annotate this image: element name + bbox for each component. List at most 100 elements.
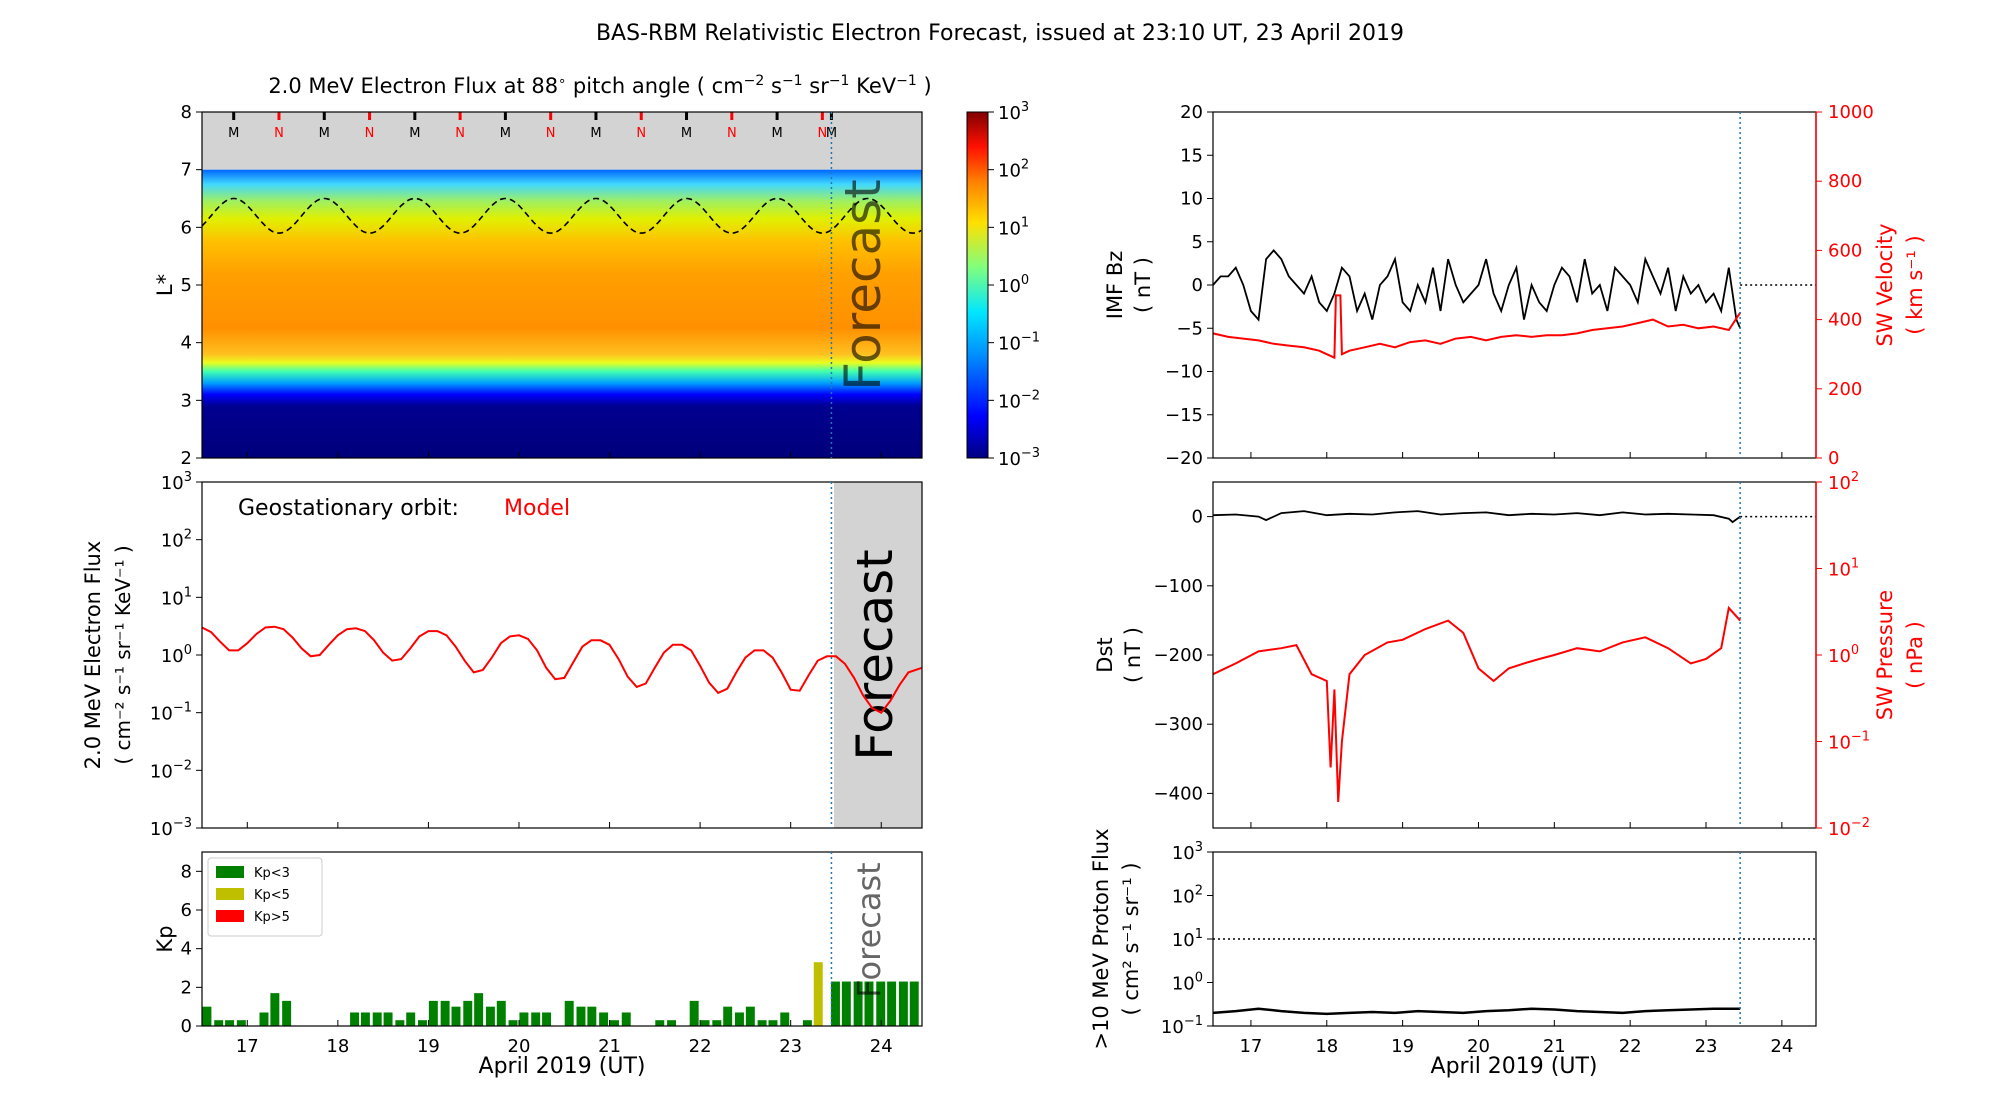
x-tick-label: 20 (1467, 1036, 1490, 1057)
colorbar-tick-label: 10−3 (998, 446, 1040, 470)
x-tick-label: 19 (417, 1036, 440, 1057)
kp-bar (372, 1012, 382, 1026)
right-y-tick-label: 101 (1828, 557, 1859, 581)
kp-bar (734, 1012, 744, 1026)
kp-bar (768, 1020, 778, 1026)
y-tick-label: 6 (181, 900, 192, 921)
model-flux-line (201, 625, 923, 714)
mlt-label: N (727, 126, 737, 141)
right-y-tick-label: 10−1 (1828, 730, 1870, 754)
colorbar-tick-label: 102 (998, 158, 1029, 182)
mlt-label: M (228, 126, 239, 141)
kp-bar (802, 1020, 812, 1026)
geoflux-series (201, 625, 923, 714)
kp-legend-label: Kp<3 (254, 866, 290, 881)
kp-bar (887, 981, 897, 1026)
kp-bar (440, 1000, 450, 1026)
geoflux-forecast-label: Forecast (846, 549, 904, 761)
y-tick-label: 5 (1192, 232, 1203, 253)
kp-bar (898, 981, 908, 1026)
lstar-y-label: L* (153, 274, 177, 296)
mlt-label: M (590, 126, 601, 141)
y-tick-label: 103 (161, 470, 192, 494)
kp-legend-swatch (216, 888, 244, 900)
kp-bar (428, 1000, 438, 1026)
y-tick-label: 10−1 (1161, 1014, 1203, 1038)
mlt-label: M (319, 126, 330, 141)
x-tick-label: 17 (1239, 1036, 1262, 1057)
kp-bar (745, 1006, 755, 1026)
right-y-tick-label: 600 (1828, 240, 1862, 261)
dst-line (1212, 510, 1741, 524)
colorbar-ticks: 103 102 101 100 10−1 10−2 10−3 (988, 100, 1040, 470)
kp-bar (508, 1020, 518, 1026)
y-tick-label: 100 (161, 643, 192, 667)
kp-legend-label: Kp<5 (254, 888, 290, 903)
right-y-tick-label: 1000 (1828, 102, 1874, 123)
dst-series (1212, 510, 1816, 803)
geoflux-legend-text: Geostationary orbit: (238, 496, 459, 521)
imf-y-label: IMF Bz (1103, 251, 1127, 320)
geoflux-legend-model: Model (504, 496, 570, 521)
lstar-title-part: −2 (744, 73, 765, 89)
y-tick-label: 4 (181, 939, 192, 960)
kp-bar (610, 1020, 619, 1026)
x-tick-label: 21 (1543, 1036, 1566, 1057)
lstar-title-part: KeV (849, 74, 896, 98)
x-tick-label: 23 (1695, 1036, 1718, 1057)
y-tick-label: 103 (1172, 840, 1203, 864)
y-tick-label: 15 (1180, 145, 1203, 166)
x-tick-label: 20 (508, 1036, 531, 1057)
kp-bar (542, 1012, 552, 1026)
y-tick-label: 8 (181, 861, 192, 882)
dst-panel: −400 −300 −200 −100 0 10−2 10−1 100 101 102 Dst (… (1093, 470, 1927, 840)
lstar-heatmap (202, 169, 922, 458)
y-tick-label: 10 (1180, 189, 1203, 210)
kp-bar (519, 1012, 529, 1026)
mlt-label: N (636, 126, 646, 141)
colorbar-tick-label: 100 (998, 273, 1029, 297)
dst-right-label-units: ( nPa ) (1903, 621, 1927, 689)
y-tick-label: −100 (1154, 576, 1203, 597)
y-tick-label: 8 (181, 102, 192, 123)
colorbar-tick-label: 10−1 (998, 331, 1040, 355)
lstar-grey-band (202, 112, 922, 170)
kp-legend-swatch (216, 866, 244, 878)
y-tick-label: 10−2 (150, 758, 192, 782)
dst-y-label: Dst (1093, 637, 1117, 672)
kp-bar (564, 1000, 574, 1026)
lstar-title-part: ) (917, 74, 932, 98)
imf-right-label: SW Velocity (1873, 223, 1897, 346)
mlt-label: M (409, 126, 420, 141)
sw-pressure-line (1212, 605, 1741, 803)
y-tick-label: 2 (181, 977, 192, 998)
kp-bar (236, 1020, 246, 1026)
kp-bar (282, 1000, 292, 1026)
x-tick-label: 21 (598, 1036, 621, 1057)
kp-bar (689, 1000, 699, 1026)
y-tick-label: 7 (181, 160, 192, 181)
kp-bars (202, 962, 919, 1026)
y-tick-label: −10 (1165, 362, 1203, 383)
mlt-label: N (274, 126, 284, 141)
lstar-title-part: pitch angle ( cm (566, 74, 743, 98)
kp-bar (270, 993, 280, 1026)
mlt-label: N (455, 126, 465, 141)
lstar-forecast-label: Forecast (834, 179, 892, 391)
y-tick-label: 102 (161, 528, 192, 552)
kp-bar (813, 962, 823, 1026)
kp-bar (830, 981, 840, 1026)
kp-bar (395, 1020, 405, 1026)
kp-bar (667, 1020, 677, 1026)
kp-bar (418, 1020, 427, 1026)
kp-bar (406, 1012, 416, 1026)
imf-bz-line (1212, 249, 1742, 329)
y-tick-label: 101 (161, 585, 192, 609)
x-tick-label: 23 (779, 1036, 802, 1057)
y-tick-label: 0 (1192, 507, 1203, 528)
proton-x-label: April 2019 (UT) (1431, 1054, 1598, 1079)
dst-ticks: −400 −300 −200 −100 0 10−2 10−1 100 101 102 (1154, 470, 1871, 840)
x-tick-label: 18 (1315, 1036, 1338, 1057)
